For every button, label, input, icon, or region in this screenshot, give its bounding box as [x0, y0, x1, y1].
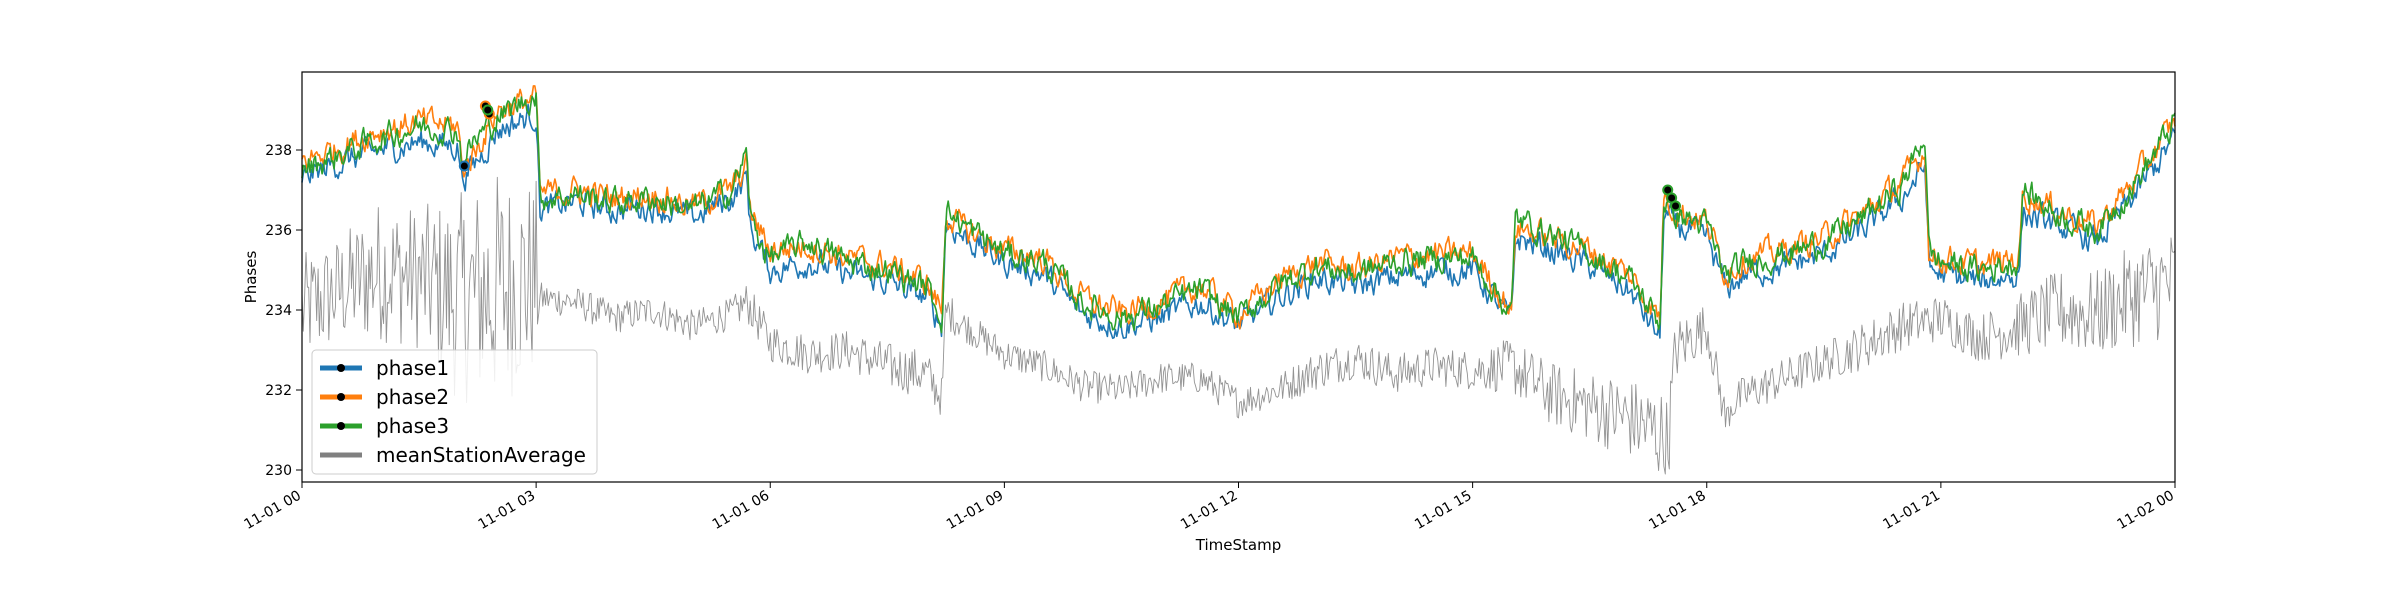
y-tick-label: 232 — [265, 383, 292, 399]
y-tick-label: 230 — [265, 463, 292, 479]
legend-marker-phase1 — [337, 364, 345, 372]
x-axis-title: TimeStamp — [1195, 536, 1281, 554]
y-axis-title: Phases — [242, 251, 260, 304]
marker-phase1 — [458, 160, 470, 172]
legend-marker-phase2 — [337, 393, 345, 401]
legend: phase1 phase2 phase3 meanStationAverage — [311, 349, 598, 475]
y-tick-label: 238 — [265, 143, 292, 159]
legend-label-phase1: phase1 — [376, 356, 449, 380]
marker-phase3 — [482, 104, 494, 116]
series-layer — [301, 85, 2176, 475]
series-line-meanStationAverage — [301, 176, 2176, 475]
marker-phase3 — [1670, 200, 1682, 212]
legend-label-phase2: phase2 — [376, 385, 449, 409]
y-tick-label: 236 — [265, 223, 292, 239]
series-line-phase2 — [301, 85, 2176, 330]
legend-label-phase3: phase3 — [376, 414, 449, 438]
legend-label-meanStationAverage: meanStationAverage — [376, 443, 586, 467]
series-line-phase3 — [301, 92, 2176, 334]
legend-marker-phase3 — [337, 422, 345, 430]
y-axis: 230 232 234 236 238 — [265, 143, 302, 479]
y-tick-label: 234 — [265, 303, 292, 319]
legend-box — [311, 349, 598, 475]
